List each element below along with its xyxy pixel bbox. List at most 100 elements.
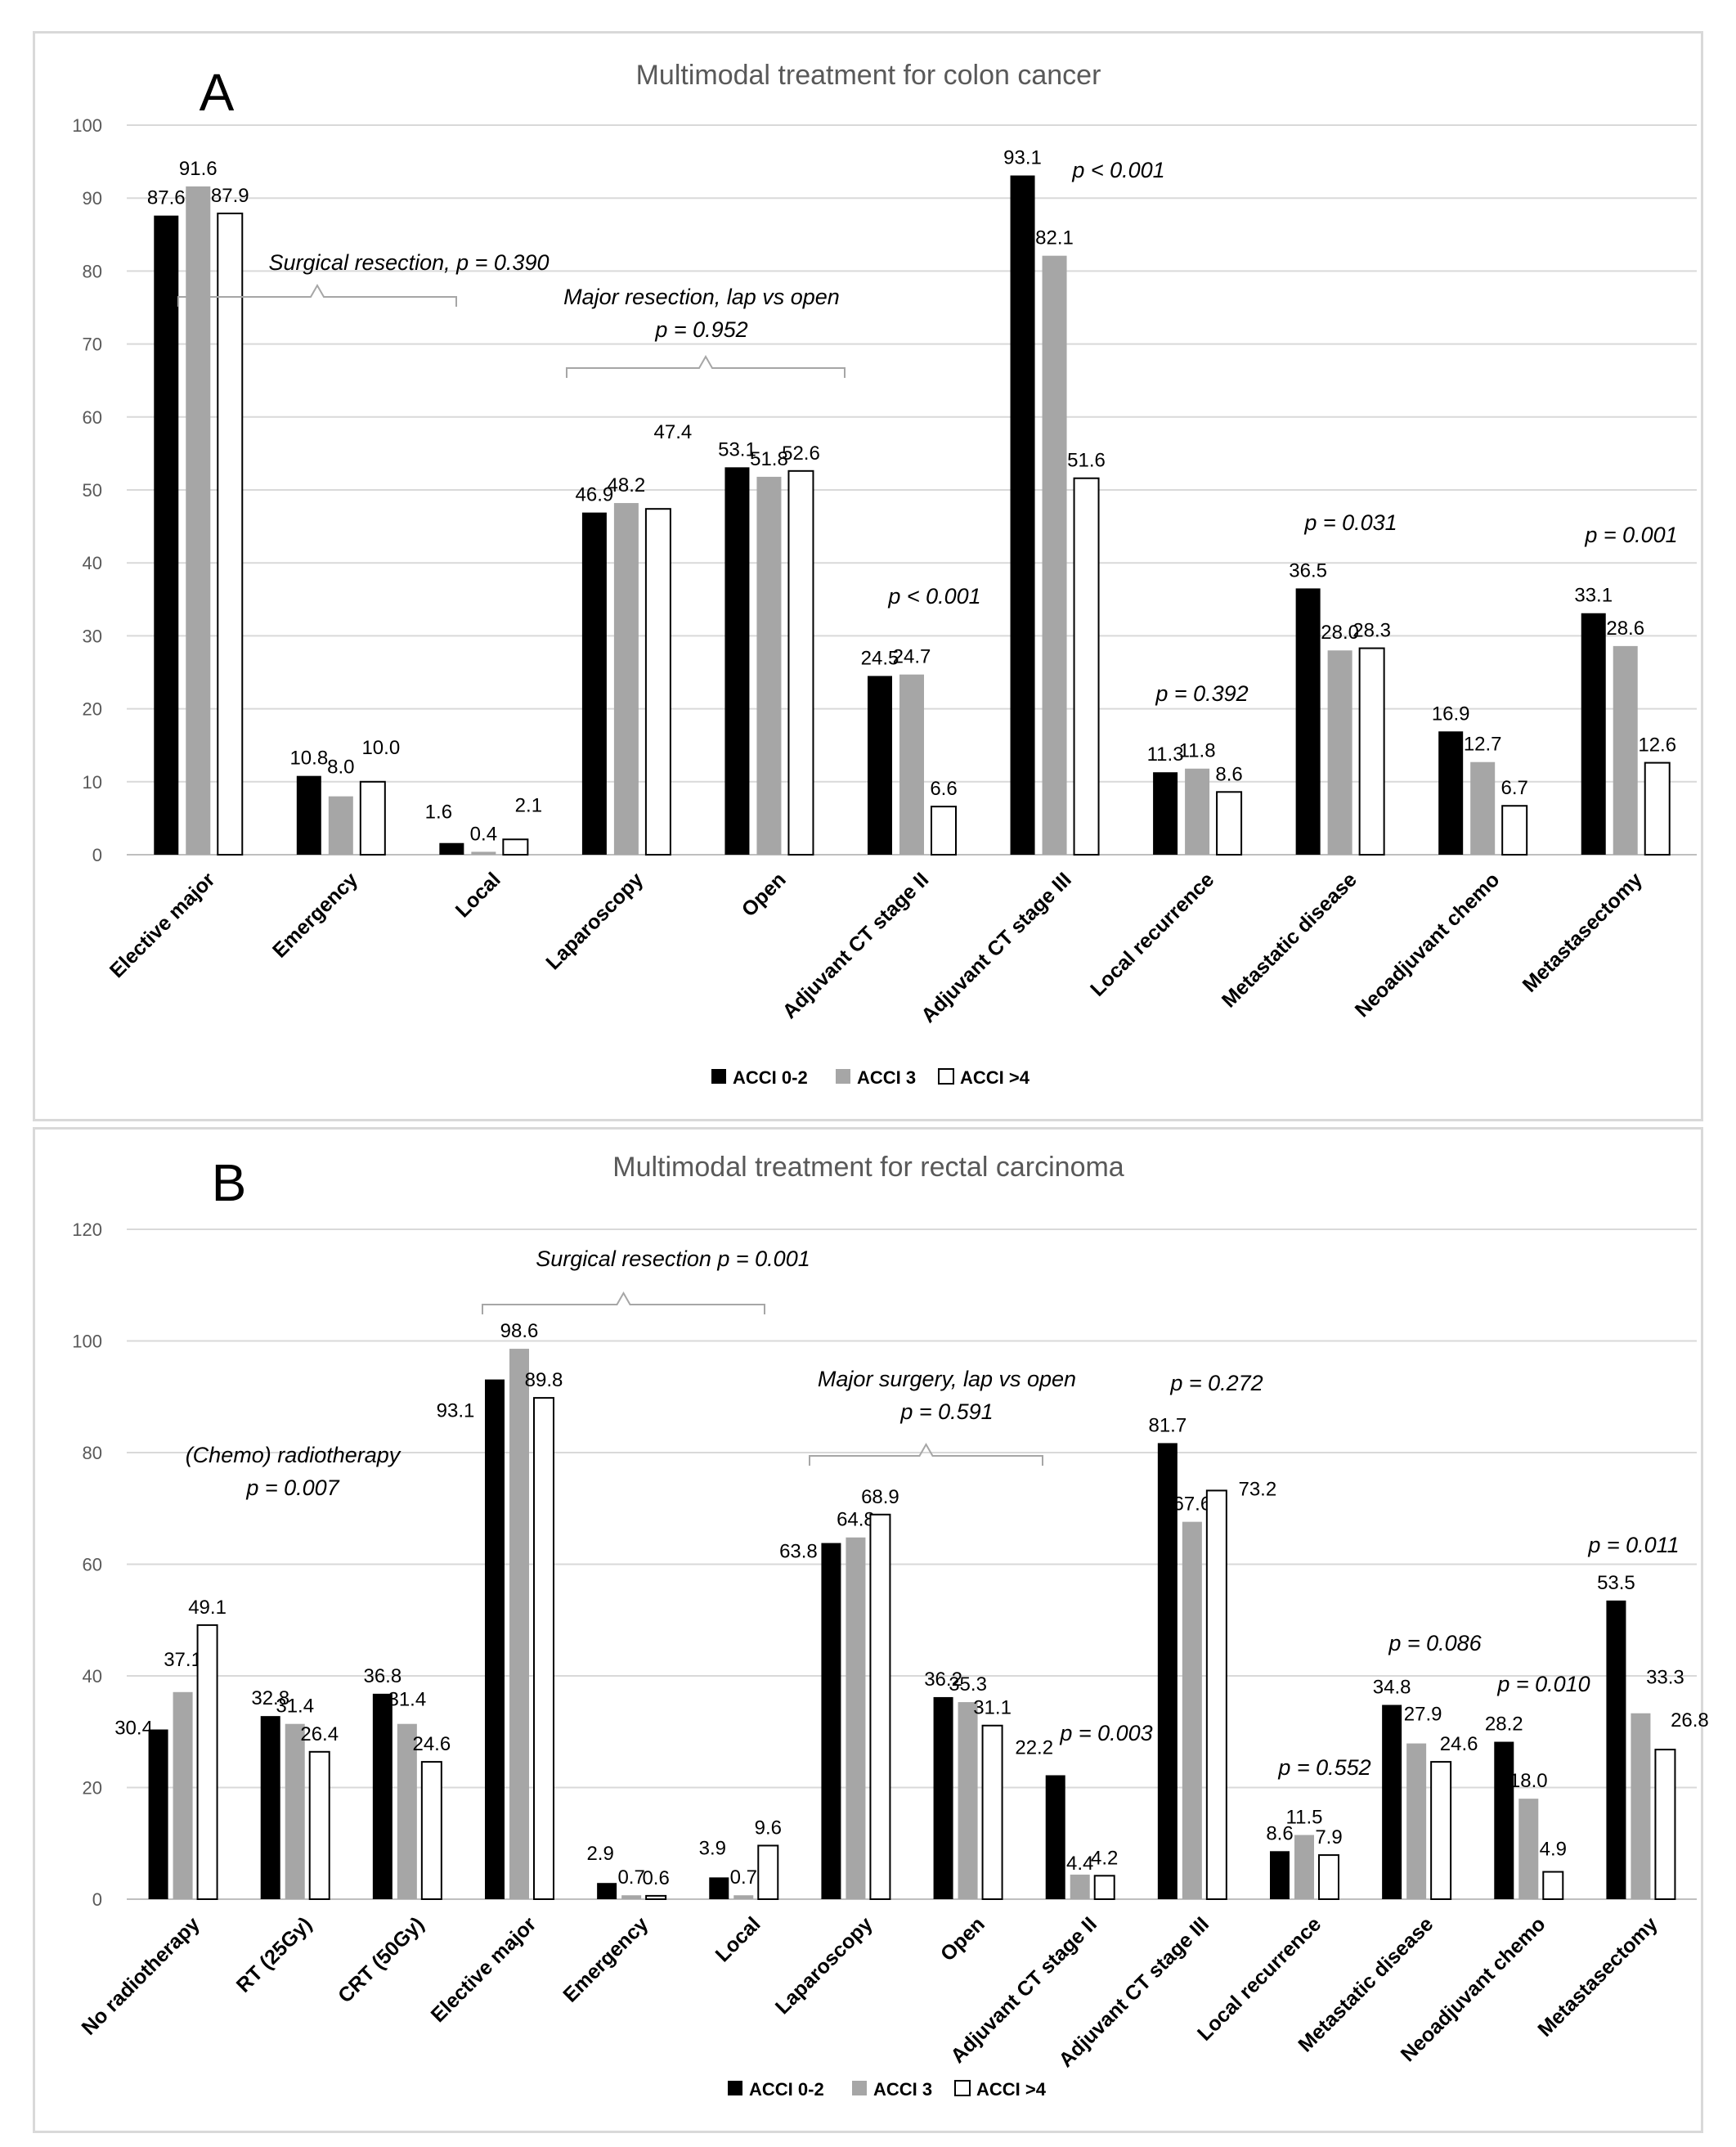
bar-a-3-1	[613, 503, 639, 855]
value-label-a-2-2: 2.1	[515, 794, 542, 816]
bar-a-4-0	[724, 467, 750, 855]
bar-a-2-2	[502, 838, 529, 856]
y-tick-label-a: 100	[72, 115, 102, 136]
bar-a-1-0	[296, 775, 321, 855]
annotation-a-6-0: p = 0.001	[1584, 523, 1677, 547]
value-label-a-5-0: 24.5	[861, 647, 899, 669]
value-label-b-0-1: 37.1	[164, 1649, 202, 1671]
panel-letter-a: A	[200, 63, 235, 122]
value-label-a-2-1: 0.4	[470, 823, 497, 845]
value-label-a-6-0: 93.1	[1003, 147, 1042, 169]
bar-a-0-0	[154, 215, 179, 855]
value-label-b-6-1: 64.8	[837, 1509, 875, 1531]
bar-a-4-2	[787, 469, 814, 856]
legend-swatch-b-2	[954, 2080, 971, 2096]
bar-b-6-1	[846, 1537, 866, 1899]
value-label-b-8-2: 4.2	[1091, 1847, 1118, 1869]
bar-b-11-1	[1406, 1743, 1427, 1899]
bar-b-12-0	[1494, 1741, 1514, 1899]
value-label-a-6-2: 51.6	[1067, 450, 1106, 472]
y-tick-label-b: 80	[83, 1443, 102, 1463]
panel-letter-b: B	[212, 1153, 247, 1212]
bar-a-7-1	[1185, 768, 1210, 855]
y-tick-label-a: 80	[83, 261, 102, 281]
bar-b-0-0	[148, 1729, 168, 1899]
legend-label-a-1: ACCI 3	[857, 1067, 916, 1088]
bar-a-3-0	[581, 512, 607, 855]
bar-a-10-1	[1613, 645, 1638, 855]
bar-b-7-0	[933, 1696, 953, 1899]
bar-b-8-1	[1070, 1874, 1090, 1899]
bar-b-8-0	[1045, 1775, 1065, 1899]
bar-a-3-2	[644, 508, 671, 856]
value-label-b-1-1: 31.4	[276, 1696, 314, 1718]
value-label-b-3-2: 89.8	[525, 1369, 563, 1391]
category-label-a-4: Open	[738, 868, 791, 921]
annotation-b-7-0: p = 0.010	[1496, 1672, 1590, 1696]
category-label-b-4: Emergency	[558, 1912, 653, 2006]
bar-a-1-1	[328, 796, 353, 855]
category-label-b-1: RT (25Gy)	[232, 1912, 316, 1997]
value-label-a-9-0: 16.9	[1432, 703, 1470, 725]
value-label-b-11-2: 24.6	[1440, 1733, 1478, 1755]
bar-a-6-1	[1042, 255, 1067, 856]
value-label-a-1-1: 8.0	[327, 757, 354, 779]
value-label-b-11-1: 27.9	[1404, 1704, 1442, 1726]
y-tick-label-a: 20	[83, 699, 102, 720]
y-tick-label-a: 90	[83, 188, 102, 209]
legend-swatch-a-0	[711, 1069, 726, 1084]
bar-b-5-2	[757, 1844, 779, 1900]
y-tick-label-b: 0	[92, 1889, 102, 1910]
bar-b-3-1	[509, 1349, 529, 1899]
value-label-a-4-1: 51.8	[750, 448, 788, 470]
bar-b-10-1	[1294, 1835, 1314, 1899]
annotation-a-1-0: Major resection, lap vs open	[563, 285, 840, 309]
value-label-a-1-2: 10.0	[361, 737, 400, 759]
value-label-b-4-2: 0.6	[642, 1867, 669, 1889]
value-label-b-5-2: 9.6	[755, 1817, 782, 1839]
value-label-b-2-0: 36.8	[363, 1665, 401, 1687]
bar-a-9-2	[1501, 805, 1528, 856]
annotation-b-0-1: p = 0.007	[245, 1476, 339, 1500]
bar-b-9-2	[1205, 1489, 1227, 1901]
bar-b-3-2	[533, 1397, 554, 1900]
bar-b-12-1	[1518, 1799, 1539, 1899]
bar-a-0-1	[186, 186, 211, 856]
value-label-b-9-1: 67.6	[1173, 1493, 1211, 1516]
annotation-b-2-1: p = 0.591	[899, 1399, 993, 1424]
bar-a-2-1	[471, 851, 496, 855]
bar-b-3-0	[485, 1379, 505, 1899]
bar-a-5-0	[868, 676, 892, 855]
bracket-a-1	[566, 354, 846, 378]
bar-b-1-2	[308, 1750, 330, 1901]
legend-label-b-2: ACCI >4	[976, 2079, 1047, 2100]
panel-b	[33, 1127, 1703, 2133]
category-label-b-7: Open	[936, 1912, 989, 1965]
value-label-a-5-1: 24.7	[893, 646, 931, 668]
category-label-b-13: Metastasectomy	[1533, 1912, 1662, 2041]
value-label-b-2-1: 31.4	[388, 1689, 426, 1711]
annotation-a-5-0: p = 0.031	[1303, 510, 1397, 535]
value-label-a-10-2: 12.6	[1638, 734, 1676, 757]
value-label-a-8-2: 28.3	[1352, 620, 1391, 642]
value-label-b-0-2: 49.1	[188, 1597, 227, 1619]
value-label-b-12-2: 4.9	[1540, 1839, 1567, 1861]
value-label-a-3-2: 47.4	[654, 421, 693, 443]
bar-b-6-0	[821, 1543, 841, 1899]
chart-title-a: Multimodal treatment for colon cancer	[636, 60, 1101, 91]
value-label-a-1-0: 10.8	[289, 748, 328, 770]
value-label-a-0-2: 87.9	[211, 185, 249, 207]
annotation-b-5-0: p = 0.552	[1277, 1755, 1370, 1780]
category-label-b-10: Local recurrence	[1193, 1912, 1326, 2045]
bar-b-2-1	[397, 1723, 417, 1899]
bar-b-0-2	[196, 1624, 218, 1900]
bar-a-8-2	[1358, 647, 1385, 856]
y-tick-label-a: 50	[83, 480, 102, 501]
category-label-a-10: Metastasectomy	[1518, 868, 1647, 996]
category-label-b-2: CRT (50Gy)	[334, 1912, 428, 2007]
value-label-b-3-1: 98.6	[500, 1320, 539, 1342]
value-label-a-9-1: 12.7	[1464, 734, 1502, 756]
bar-b-10-0	[1270, 1851, 1290, 1899]
value-label-b-13-1: 33.3	[1646, 1667, 1684, 1689]
bar-a-9-0	[1438, 731, 1464, 855]
